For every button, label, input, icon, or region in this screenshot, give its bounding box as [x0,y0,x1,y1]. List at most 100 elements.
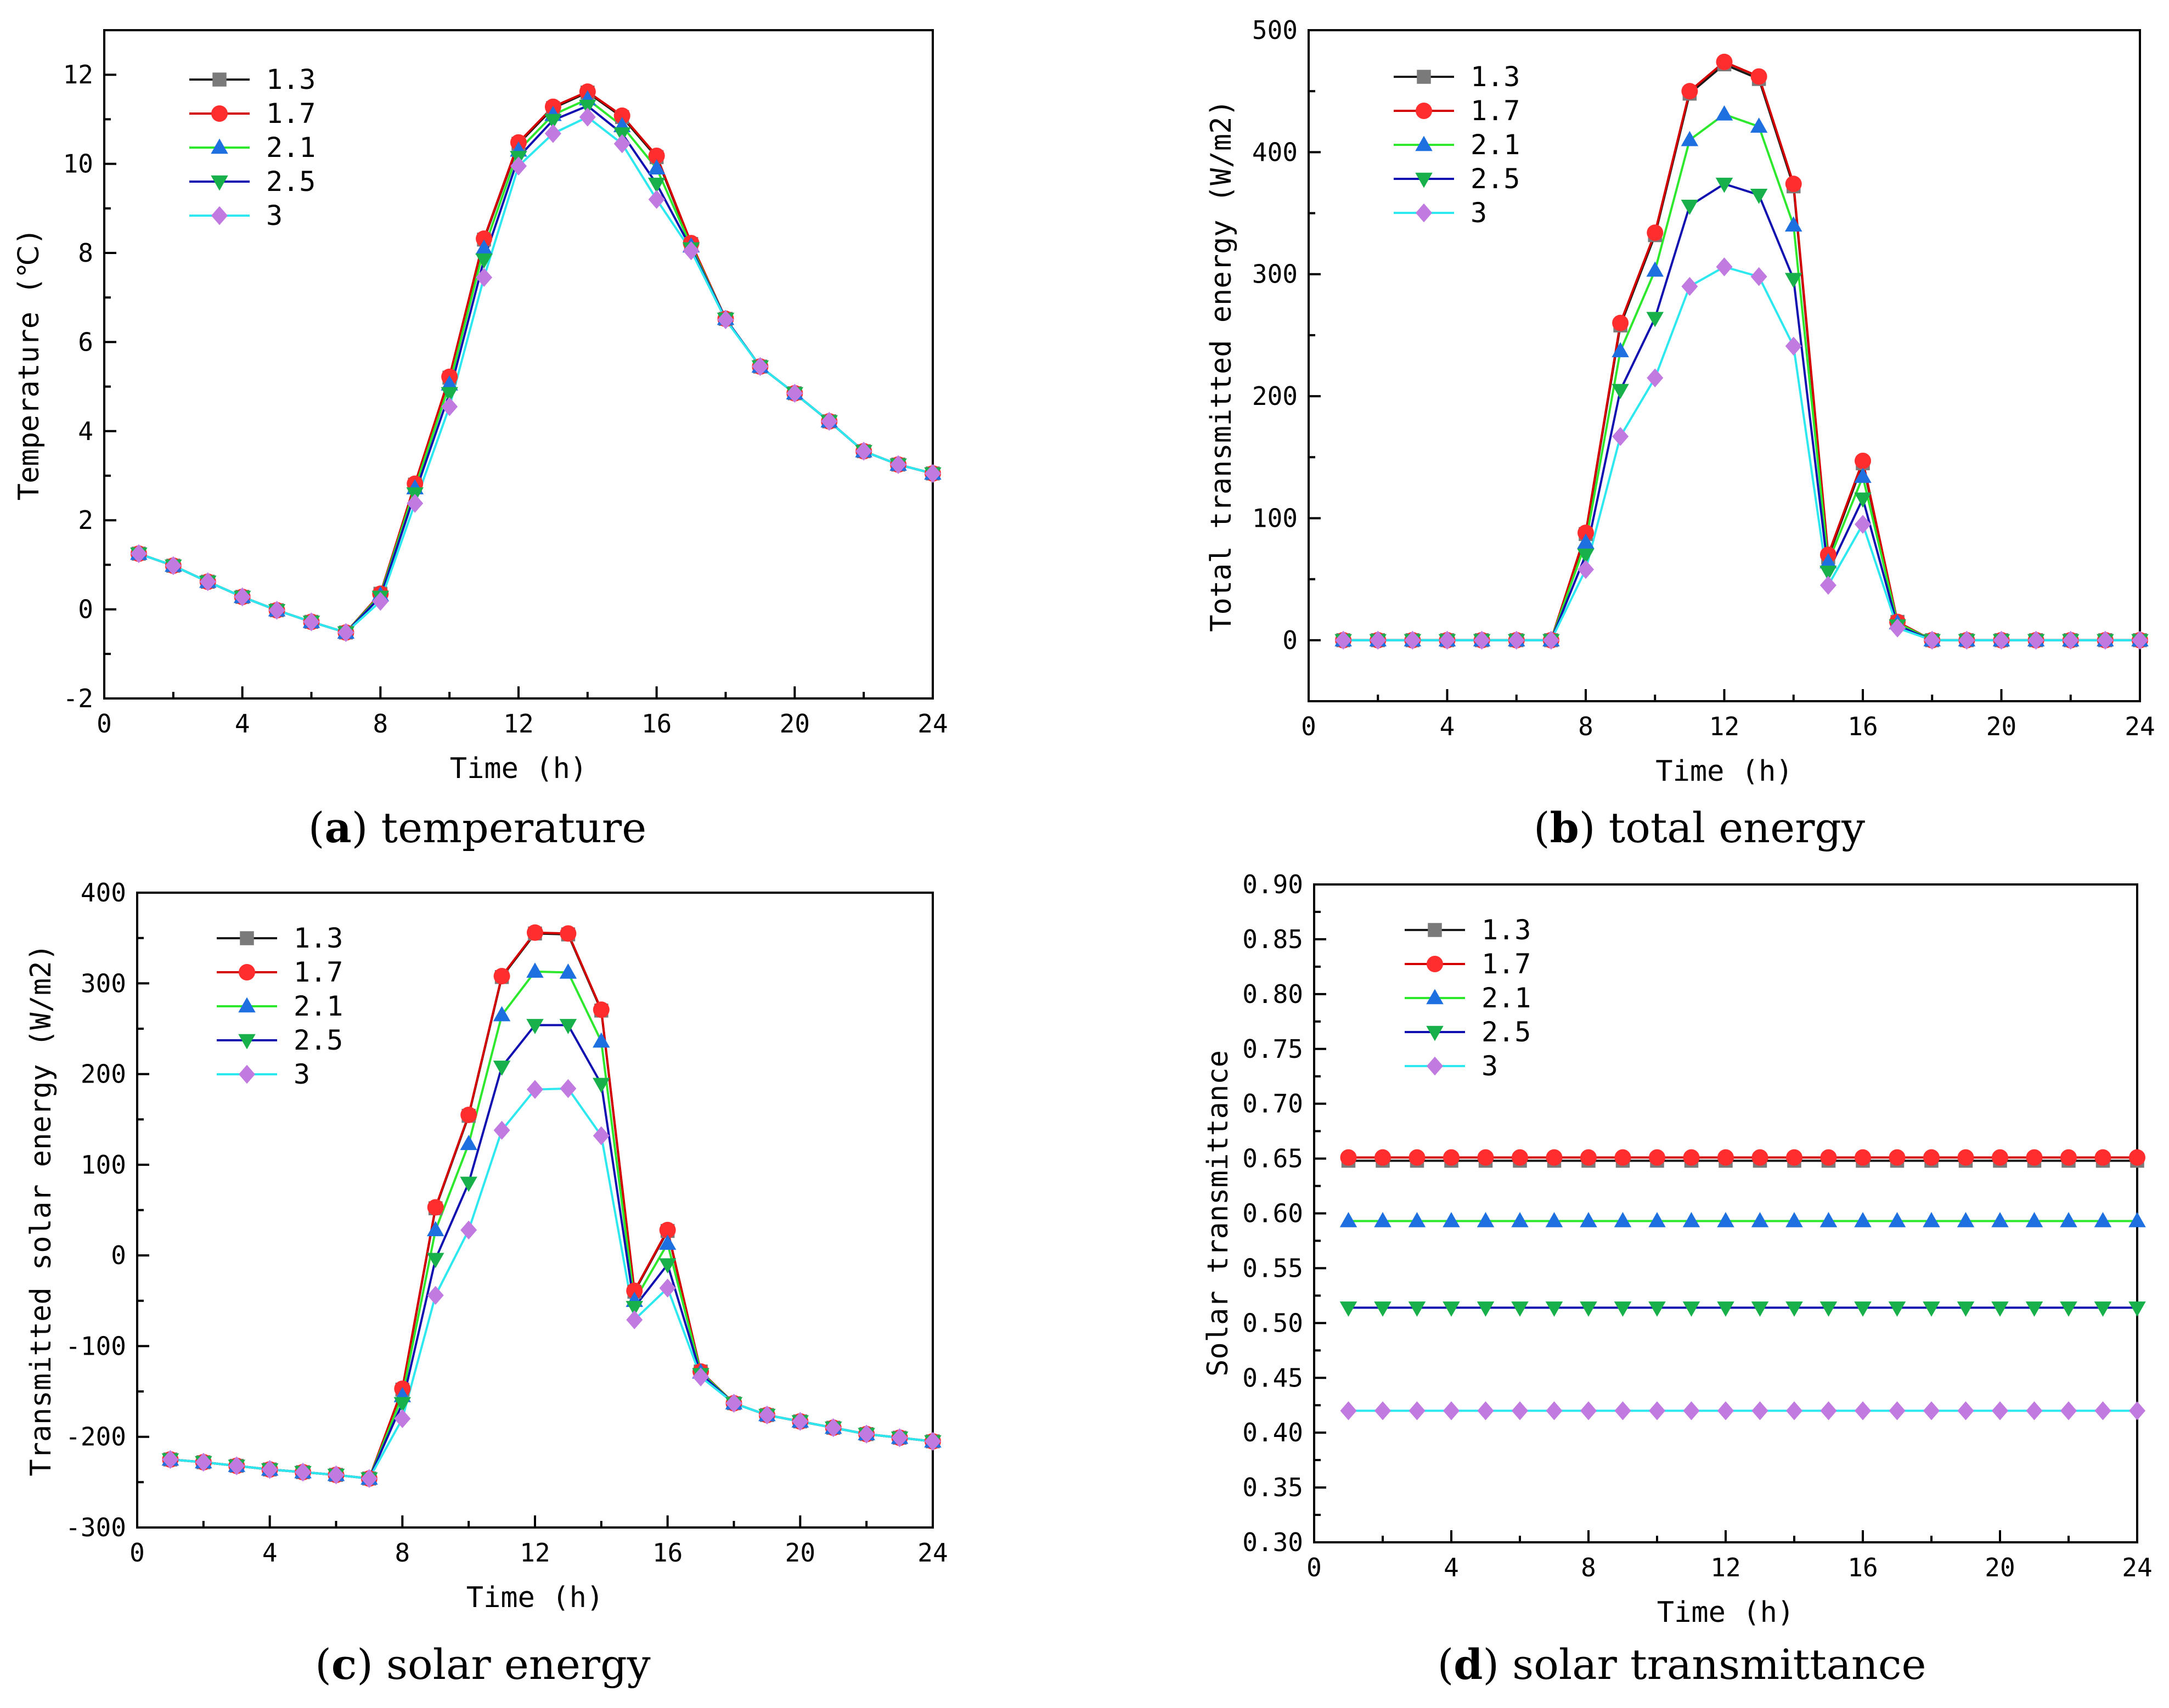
legend-marker [238,1034,256,1050]
data-point [560,1079,577,1098]
caption-paren-close: ) [357,1640,386,1689]
x-tick-label: 8 [395,1538,410,1568]
legend-label: 2.1 [1481,982,1531,1014]
data-point [1374,1211,1391,1227]
data-point [613,107,630,124]
data-point [1404,630,1421,650]
legend-marker [1417,70,1431,84]
data-point [1751,1401,1768,1420]
data-point [1751,1149,1768,1166]
series-line-3 [1343,266,2140,641]
y-tick-label: 4 [78,416,93,446]
legend-label: 2.5 [1481,1016,1531,1048]
data-point [2025,1211,2043,1227]
legend-marker [1427,956,1443,972]
data-point [394,1409,411,1428]
data-point [460,1135,477,1151]
caption-paren-close: ) [352,803,381,852]
data-point [1751,1301,1769,1317]
legend-marker [1427,1056,1443,1076]
legend-label: 1.7 [294,956,343,988]
data-point [626,1282,643,1299]
data-point [1542,630,1559,650]
data-point [1409,1149,1426,1166]
data-point [925,464,941,483]
data-point [1682,1211,1700,1227]
data-point [1545,1211,1563,1227]
data-point [579,99,596,115]
x-tick-label: 8 [373,709,388,739]
data-point [1820,1401,1837,1420]
data-point [526,962,544,978]
y-tick-label: 0.90 [1242,870,1303,899]
data-point [527,1080,543,1099]
data-point [1508,630,1525,650]
data-point [1681,277,1698,296]
x-tick-label: 12 [520,1538,550,1568]
data-point [752,357,769,376]
data-point [2097,630,2114,650]
data-point [441,375,458,391]
data-point [2094,1149,2111,1166]
x-tick-label: 20 [1986,712,2016,741]
data-point [1683,1401,1700,1420]
data-point [1335,630,1352,650]
data-point [162,1450,179,1469]
data-point [1370,630,1387,650]
x-tick-label: 16 [1847,712,1878,741]
data-point [725,1394,742,1413]
data-point [427,1286,444,1305]
data-point [626,1301,643,1316]
data-point [1477,1149,1494,1166]
legend-label: 1.3 [266,64,316,95]
data-point [648,190,665,209]
data-point [1477,1301,1495,1317]
data-point [1991,1211,2009,1227]
data-point [1717,1211,1734,1227]
legend-label: 1.7 [266,98,316,129]
y-tick-label: 10 [63,149,93,179]
data-point [1854,1301,1872,1317]
data-point [475,253,493,269]
series-line-1-7 [138,90,933,634]
caption-paren-close: ) [1579,803,1609,852]
data-point [1855,1401,1871,1420]
y-tick-label: 100 [1252,503,1298,533]
data-point [1477,1211,1495,1227]
legend-marker [1428,923,1442,937]
y-tick-label: 0.85 [1242,925,1303,954]
x-tick-label: 12 [1709,712,1739,741]
data-point [476,230,493,247]
data-point [1820,1149,1837,1166]
data-point [825,1418,842,1438]
y-tick-label: 0.55 [1242,1253,1303,1283]
data-point [593,1126,610,1146]
data-point [1614,1149,1631,1166]
legend-label: 2.1 [294,990,343,1022]
series-line-3 [138,116,933,634]
x-tick-label: 24 [2125,712,2155,741]
data-point [441,387,458,403]
x-axis-title: Time (h) [1655,755,1793,788]
caption-title: temperature [381,803,647,852]
data-point [560,925,577,942]
data-point [579,108,596,127]
data-point [337,623,354,642]
data-point [2128,1211,2146,1227]
data-point [1785,1211,1803,1227]
data-point [261,1459,278,1479]
data-point [1923,1211,1940,1227]
data-point [1991,1301,2009,1317]
data-point [1683,1149,1700,1166]
y-axis-title: Total transmitted energy (W/m2) [1205,99,1238,632]
y-tick-label: 0 [1282,625,1298,655]
data-point [1339,1211,1357,1227]
x-axis-title: Time (h) [450,752,587,785]
x-tick-label: 8 [1578,712,1593,741]
x-tick-label: 12 [1710,1553,1740,1582]
data-point [1786,1401,1802,1420]
y-tick-label: 300 [81,968,126,998]
series-line-1-3 [138,91,933,634]
data-point [295,1462,312,1482]
data-point [593,1032,610,1048]
